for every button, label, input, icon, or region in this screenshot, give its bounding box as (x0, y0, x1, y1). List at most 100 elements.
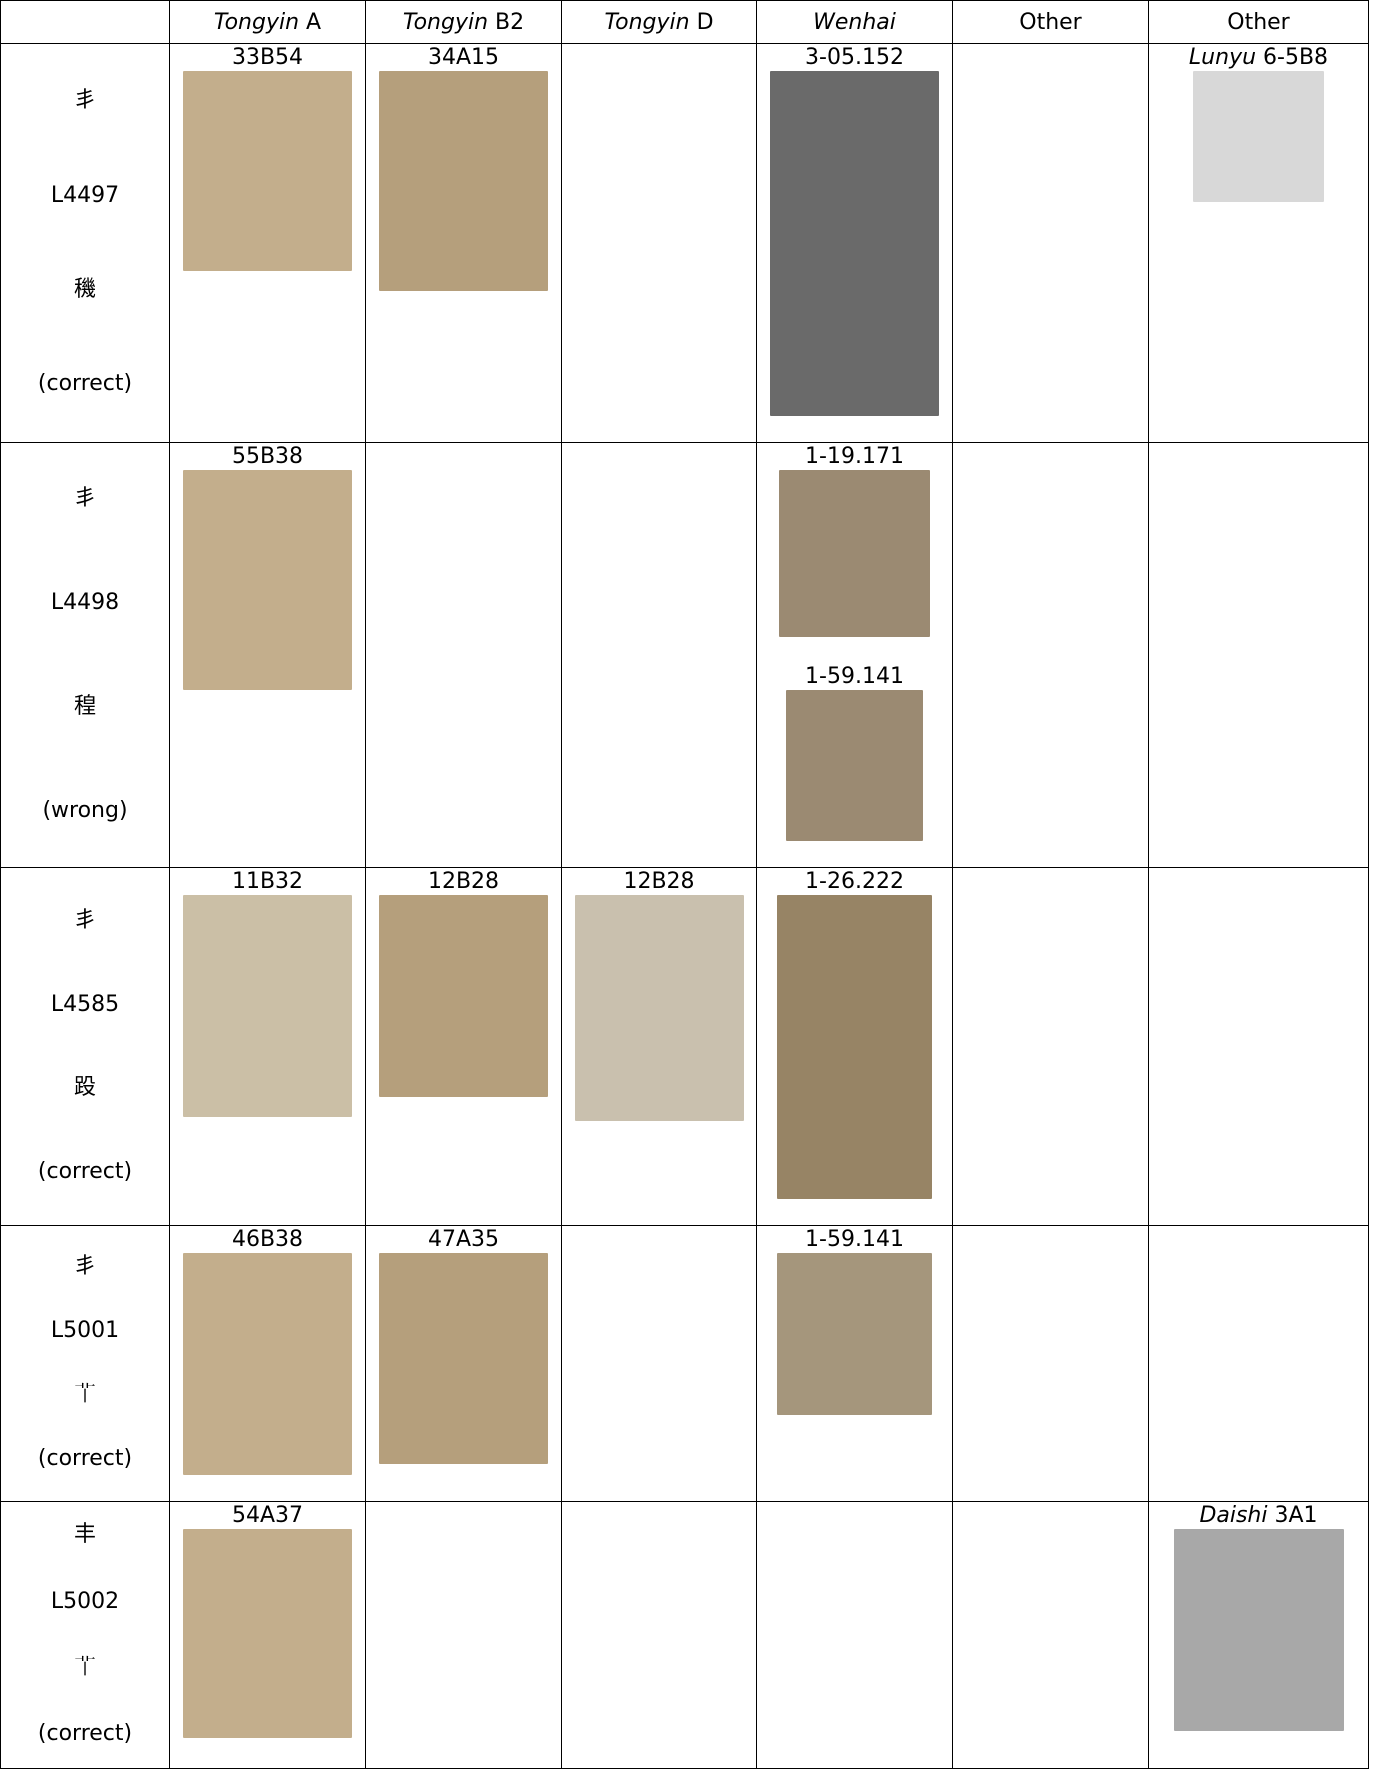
text: Other (1227, 9, 1290, 35)
source-cell (561, 442, 757, 868)
source-cell (365, 442, 562, 868)
character-image (183, 1253, 352, 1475)
caption: 33B54 (171, 45, 365, 72)
source-cell: 33B54 (169, 43, 366, 443)
caption: 1-59.141 (758, 1227, 952, 1254)
caption: 54A37 (171, 1503, 365, 1530)
label-glyph: 䅣 (73, 693, 96, 719)
character-image (183, 895, 352, 1117)
label-radical: 丯 (73, 88, 96, 114)
source-cell: 12B28 (365, 867, 562, 1226)
table-row: 丯 L4585 䟝 (correct) 11B32 12B28 12B28 1-26.222 (0, 867, 1369, 1226)
caption: 12B28 (563, 869, 756, 896)
label-status: (correct) (37, 1446, 133, 1472)
source-cell: 54A37 (169, 1501, 366, 1769)
character-image (777, 1253, 932, 1415)
italic-text: Lunyu (1188, 45, 1257, 70)
source-cell: 12B28 (561, 867, 757, 1226)
text: 54A37 (231, 1503, 304, 1528)
caption: 46B38 (171, 1227, 365, 1254)
label-code: L4497 (50, 182, 120, 208)
label-status: (correct) (37, 371, 133, 397)
text: 33B54 (231, 45, 304, 70)
label-radical: 丰 (73, 1522, 96, 1548)
label-box: 丯 L4498 䅣 (wrong) (2, 447, 169, 863)
italic-text: Wenhai (813, 9, 896, 35)
source-cell: 1-26.222 (756, 867, 953, 1226)
caption: 1-19.171 (758, 444, 952, 471)
character-image (379, 71, 548, 291)
character-image (183, 71, 352, 271)
source-cell (952, 867, 1149, 1226)
source-cell: Lunyu 6-5B8 (1148, 43, 1369, 443)
caption: 3-05.152 (758, 45, 952, 72)
source-cell (1148, 442, 1369, 868)
source-cell: 1-19.171 1-59.141 (756, 442, 953, 868)
label-radical: 丯 (73, 908, 96, 934)
label-box: 丰 L5002 𦫳 (correct) (2, 1503, 169, 1768)
column-header: Other (952, 0, 1149, 44)
caption: 11B32 (171, 869, 365, 896)
label-glyph: 𦫳 (73, 1654, 96, 1680)
label-status: (wrong) (42, 797, 128, 823)
column-header: Other (1148, 0, 1369, 44)
row-label: 丯 L4498 䅣 (wrong) (0, 442, 170, 868)
source-cell (756, 1501, 953, 1769)
source-cell (1148, 867, 1369, 1226)
caption: Daishi 3A1 (1150, 1503, 1368, 1530)
source-cell: Daishi 3A1 (1148, 1501, 1369, 1769)
character-image (1173, 1529, 1344, 1731)
text: 12B28 (623, 869, 695, 894)
source-cell: 47A35 (365, 1225, 562, 1502)
label-radical: 丯 (73, 485, 96, 511)
text: 12B28 (427, 869, 500, 894)
character-image (379, 895, 548, 1097)
table-row: 丯 L4498 䅣 (wrong) 55B38 1-19.171 1-59.141 (0, 442, 1369, 868)
source-cell (561, 43, 757, 443)
table-row: 丯 L4497 穖 (correct) 33B54 34A15 3-05.152 Lunyu … (0, 43, 1369, 443)
italic-text: Tongyin (604, 9, 690, 35)
source-cell (1148, 1225, 1369, 1502)
italic-text: Daishi (1199, 1503, 1268, 1528)
column-header: Tongyin D (561, 0, 757, 44)
table-row: 丰 L5002 𦫳 (correct) 54A37 Daishi 3A1 (0, 1501, 1369, 1769)
character-image (379, 1253, 548, 1464)
text: 1-59.141 (805, 664, 904, 689)
column-header: Tongyin A (169, 0, 366, 44)
label-box: 丯 L5001 𦫳 (correct) (2, 1236, 169, 1492)
source-cell: 1-59.141 (756, 1225, 953, 1502)
column-header (0, 0, 170, 44)
text: A (306, 9, 322, 35)
text: 1-59.141 (805, 1227, 904, 1252)
character-image (1193, 71, 1324, 202)
caption: Lunyu 6-5B8 (1150, 45, 1368, 72)
source-cell (952, 1225, 1149, 1502)
caption: 1-26.222 (758, 869, 952, 896)
source-cell: 34A15 (365, 43, 562, 443)
label-box: 丯 L4585 䟝 (correct) (2, 880, 169, 1214)
source-cell: 11B32 (169, 867, 366, 1226)
text: Other (1019, 9, 1082, 35)
source-cell (561, 1225, 757, 1502)
column-header: Wenhai (756, 0, 953, 44)
table-row: 丯 L5001 𦫳 (correct) 46B38 47A35 1-59.141 (0, 1225, 1369, 1502)
source-cell: 55B38 (169, 442, 366, 868)
caption: 55B38 (171, 444, 365, 471)
label-code: L4498 (50, 589, 120, 615)
column-header: Tongyin B2 (365, 0, 562, 44)
label-code: L4585 (50, 991, 120, 1017)
italic-text: Tongyin (213, 9, 300, 35)
label-status: (correct) (37, 1721, 133, 1747)
source-cell (952, 1501, 1149, 1769)
text: 47A35 (427, 1227, 500, 1252)
source-cell (561, 1501, 757, 1769)
text: 11B32 (231, 869, 304, 894)
text: 3-05.152 (805, 45, 904, 70)
label-status: (correct) (37, 1158, 133, 1184)
text: 3A1 (1274, 1503, 1318, 1528)
text: 1-19.171 (805, 444, 904, 469)
character-image (777, 895, 932, 1199)
label-radical: 丯 (73, 1254, 96, 1280)
